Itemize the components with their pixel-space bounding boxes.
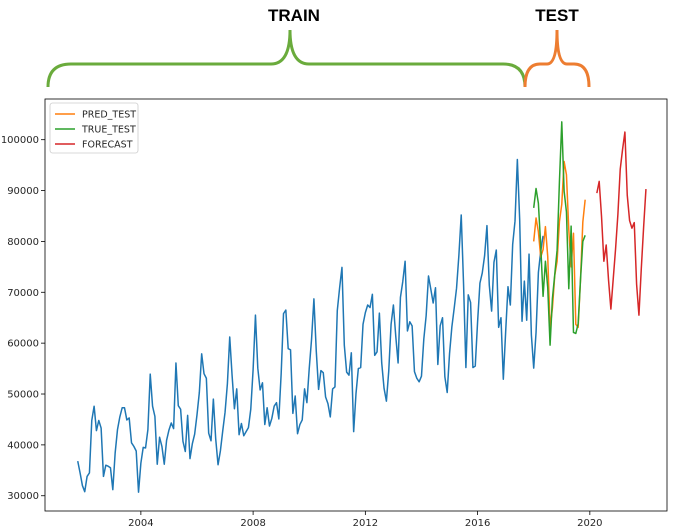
y-axis-ticks: 30000 40000 50000 60000 70000 80000 90000 10000… <box>1 135 45 502</box>
test-bracket <box>523 29 591 88</box>
x-tick-label: 2012 <box>353 518 378 526</box>
series-lines <box>77 121 647 493</box>
y-tick-label: 60000 <box>7 339 39 350</box>
legend-label: FORECAST <box>82 140 133 151</box>
y-tick-label: 90000 <box>7 186 39 197</box>
y-tick-label: 50000 <box>7 390 39 401</box>
legend-label: TRUE_TEST <box>81 125 136 136</box>
x-tick-label: 2020 <box>577 518 602 526</box>
y-tick-label: 80000 <box>7 237 39 248</box>
series-line-forecast <box>596 131 647 316</box>
y-tick-label: 30000 <box>7 491 39 502</box>
train-bracket <box>46 29 527 88</box>
series-line-history <box>77 158 544 493</box>
x-tick-label: 2008 <box>240 518 265 526</box>
legend-label: PRED_TEST <box>82 110 136 121</box>
legend: PRED_TEST TRUE_TEST FORECAST <box>49 102 139 154</box>
x-tick-label: 2004 <box>128 518 153 526</box>
train-label: TRAIN <box>268 6 320 25</box>
split-brackets: TRAIN TEST <box>46 6 591 88</box>
y-tick-label: 100000 <box>1 135 39 146</box>
test-label: TEST <box>535 6 579 25</box>
series-line-pred-test <box>532 160 586 330</box>
plot-frame <box>44 98 668 512</box>
plot-axes: 2004 2008 2012 2016 2020 30000 40000 50000 6000… <box>1 98 668 526</box>
series-line-true-test <box>532 121 586 346</box>
y-tick-label: 40000 <box>7 440 39 451</box>
x-axis-ticks: 2004 2008 2012 2016 2020 <box>128 511 603 526</box>
legend-box <box>49 102 139 154</box>
x-tick-label: 2016 <box>465 518 490 526</box>
y-tick-label: 70000 <box>7 288 39 299</box>
